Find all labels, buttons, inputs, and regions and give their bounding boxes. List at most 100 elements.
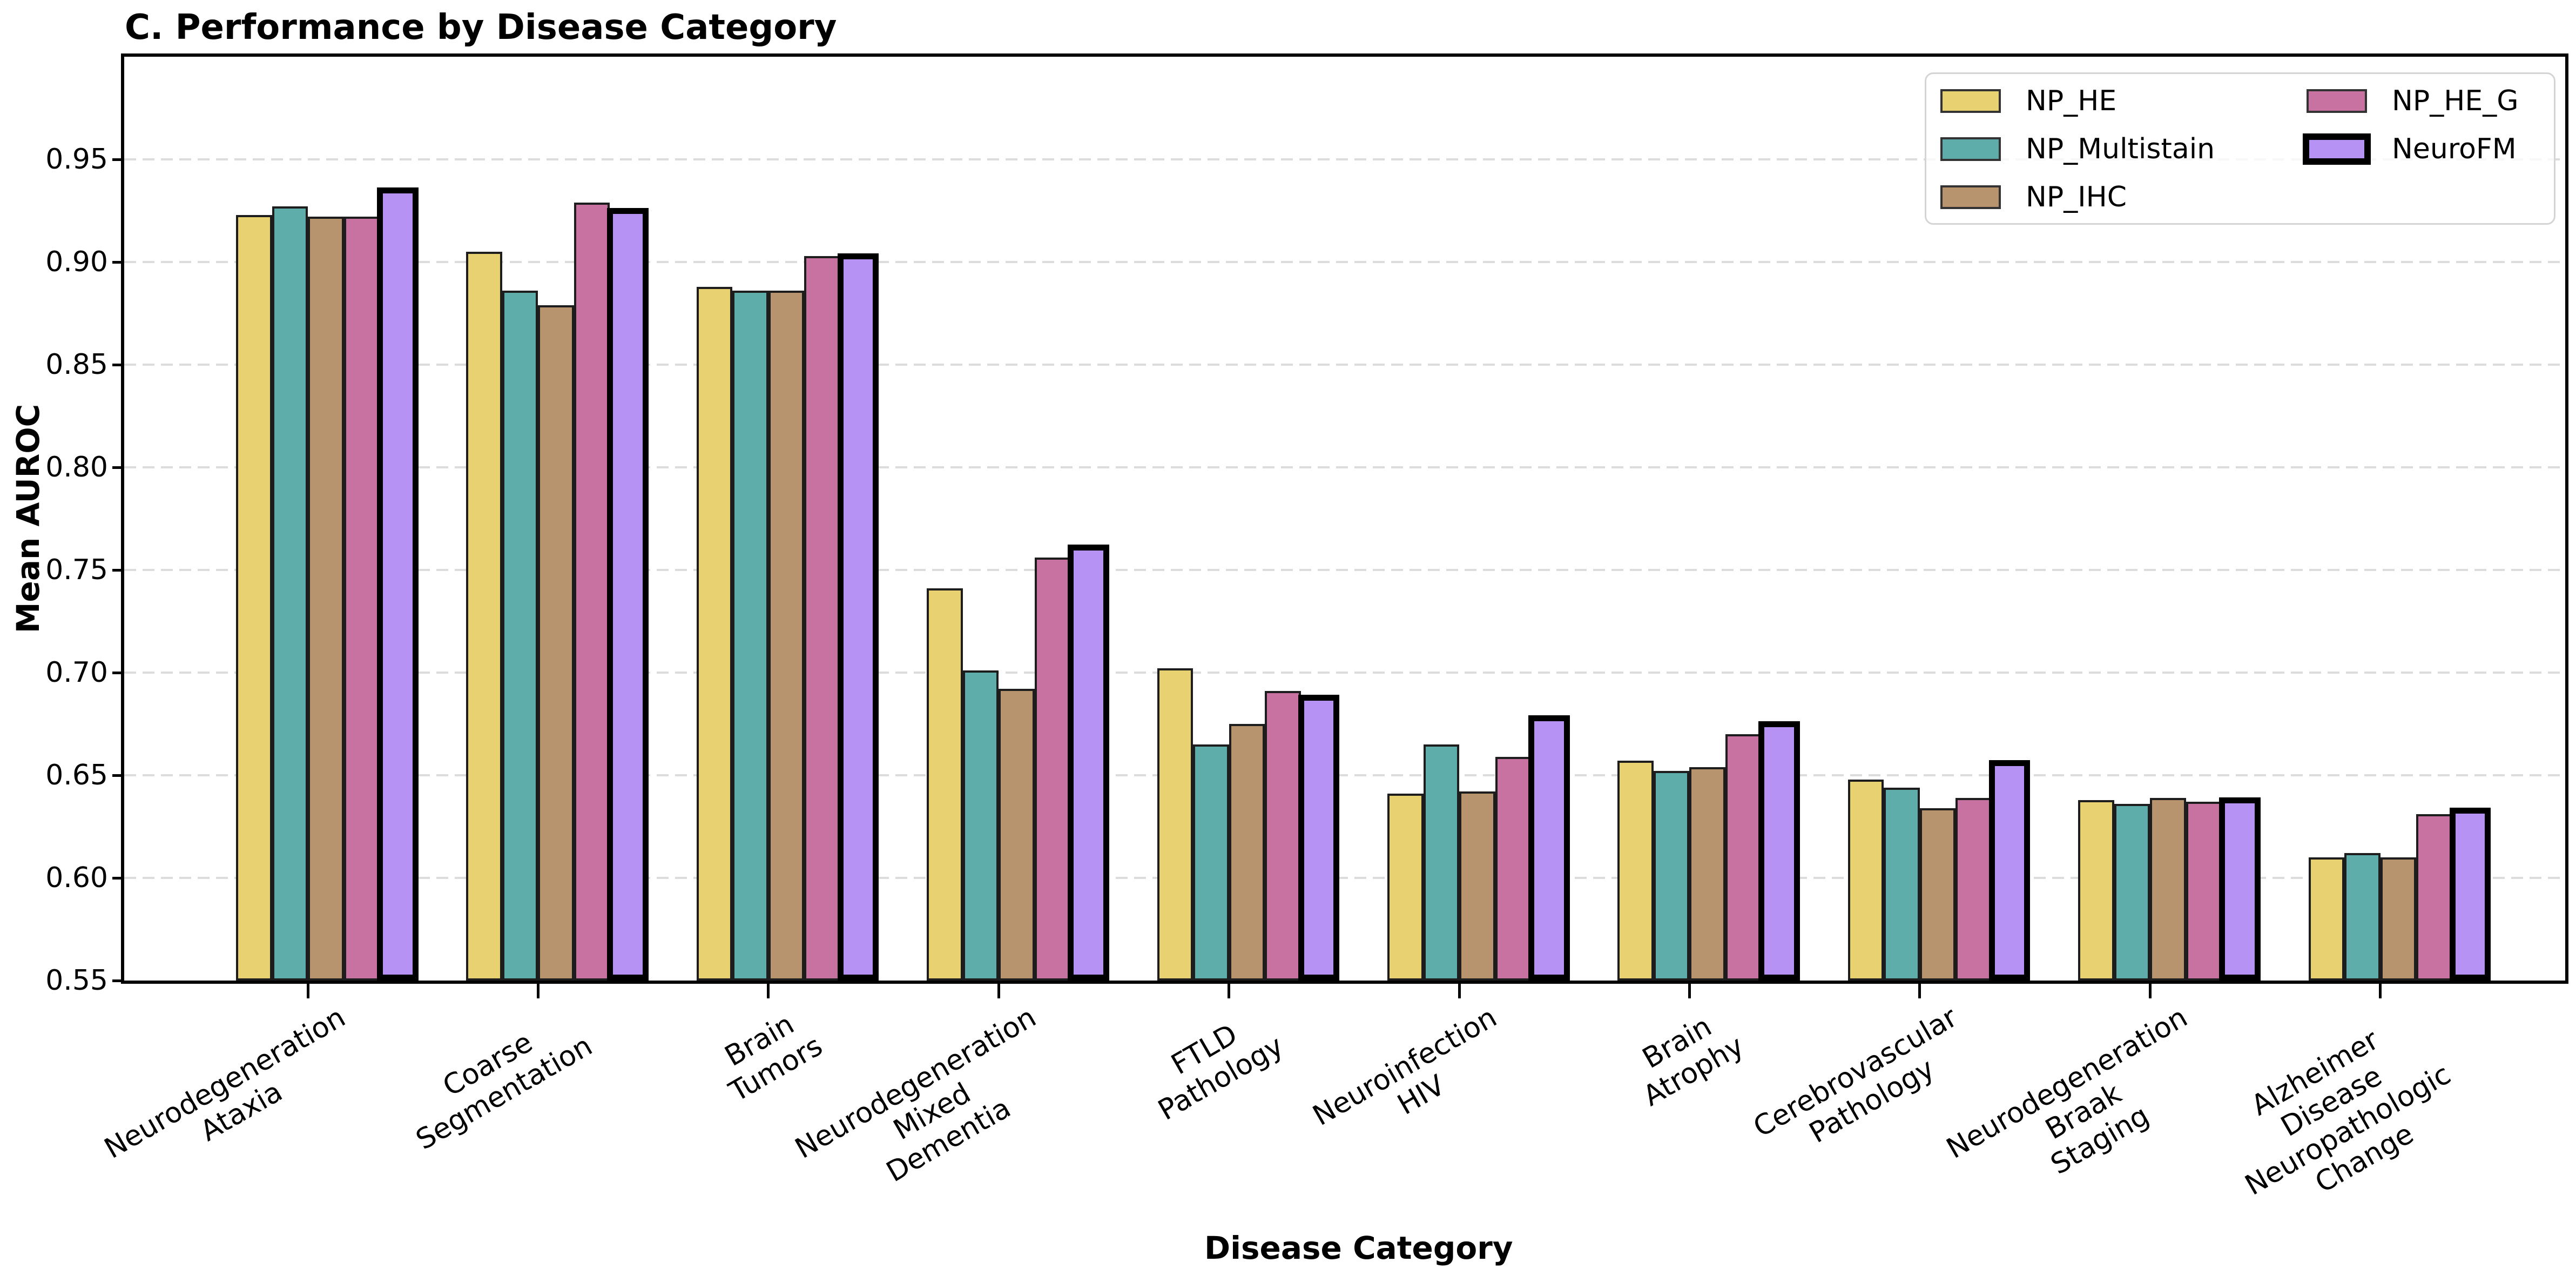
bar-NeuroFM-5 — [1528, 715, 1570, 981]
bar-NP_IHC-4 — [1229, 724, 1265, 981]
y-tick-label: 0.65 — [45, 759, 108, 791]
y-tick-label: 0.90 — [45, 246, 108, 278]
x-tick-mark — [1228, 982, 1231, 998]
grid-line — [124, 774, 2565, 776]
bar-NeuroFM-1 — [607, 208, 649, 981]
bar-NP_HE-8 — [2078, 800, 2114, 981]
bar-NP_HE-2 — [696, 286, 733, 981]
bar-NP_HE_G-9 — [2416, 814, 2452, 981]
y-tick-mark — [112, 774, 124, 777]
bar-NP_HE_G-3 — [1034, 558, 1071, 981]
legend-swatch-NP_IHC — [1940, 185, 2001, 209]
bar-NP_HE_G-8 — [2186, 802, 2222, 981]
bar-NeuroFM-2 — [837, 253, 879, 981]
x-tick-mark — [1458, 982, 1461, 998]
bar-NP_HE-9 — [2308, 857, 2345, 981]
legend-swatch-NP_Multistain — [1940, 137, 2001, 161]
x-tick-label: Brain Tumors — [719, 1008, 828, 1109]
y-tick-mark — [112, 979, 124, 982]
bar-NP_Multistain-3 — [962, 670, 999, 981]
grid-line — [124, 672, 2565, 674]
x-tick-mark — [767, 982, 770, 998]
x-tick-mark — [2379, 982, 2382, 998]
x-tick-label: Neurodegeneration Braak Staging — [1941, 1001, 2194, 1182]
x-tick-label: Alzheimer Disease Neuropathologic Change — [2240, 1023, 2457, 1202]
bar-NP_HE-4 — [1157, 668, 1193, 981]
bar-NP_IHC-7 — [1919, 808, 1956, 981]
y-tick-mark — [112, 158, 124, 161]
y-tick-label: 0.70 — [45, 656, 108, 689]
bar-NP_Multistain-9 — [2344, 853, 2381, 981]
bar-NP_IHC-2 — [768, 291, 805, 981]
x-tick-label: Neurodegeneration Mixed Dementia — [790, 1001, 1042, 1189]
bar-NP_IHC-0 — [308, 217, 344, 981]
bar-NP_HE-6 — [1617, 761, 1654, 981]
grid-line — [124, 466, 2565, 468]
y-tick-mark — [112, 568, 124, 572]
plot-frame — [121, 53, 2568, 984]
bar-NP_HE-7 — [1847, 779, 1884, 981]
bar-NeuroFM-4 — [1298, 694, 1340, 981]
bar-NP_Multistain-5 — [1423, 744, 1459, 981]
x-tick-mark — [536, 982, 540, 998]
legend-swatch-NP_HE_G — [2307, 89, 2367, 113]
y-tick-mark — [112, 363, 124, 366]
bar-NeuroFM-9 — [2449, 807, 2491, 981]
grid-line — [124, 569, 2565, 571]
legend-label-NP_HE: NP_HE — [2026, 85, 2117, 117]
x-tick-mark — [1688, 982, 1691, 998]
bar-NP_Multistain-0 — [272, 206, 308, 981]
x-tick-label: Brain Atrophy — [1637, 1010, 1749, 1113]
bar-NeuroFM-8 — [2219, 797, 2261, 981]
legend-swatch-NP_HE — [1940, 89, 2001, 113]
x-tick-mark — [2148, 982, 2152, 998]
x-tick-label: Neurodegeneration Ataxia — [99, 1001, 351, 1165]
x-tick-label: FTLD Pathology — [1152, 1018, 1289, 1127]
x-tick-mark — [1918, 982, 1921, 998]
bar-NP_Multistain-6 — [1653, 771, 1690, 981]
y-tick-mark — [112, 671, 124, 674]
bar-NP_IHC-3 — [999, 689, 1035, 981]
x-tick-mark — [997, 982, 1000, 998]
bar-NeuroFM-3 — [1068, 545, 1109, 981]
y-tick-label: 0.75 — [45, 554, 108, 586]
bar-NeuroFM-6 — [1758, 721, 1800, 981]
bar-NP_HE-1 — [466, 252, 502, 981]
y-tick-mark — [112, 876, 124, 880]
bar-NP_HE_G-7 — [1955, 797, 1992, 981]
x-tick-label: Cerebrovascular Pathology — [1748, 1001, 1963, 1150]
chart-title: C. Performance by Disease Category — [125, 8, 837, 48]
x-tick-label: Neuroinfection HIV — [1307, 1001, 1502, 1132]
bar-NP_HE_G-1 — [574, 202, 610, 981]
y-tick-label: 0.55 — [45, 964, 108, 997]
legend-label-NeuroFM: NeuroFM — [2392, 133, 2517, 165]
bar-NeuroFM-0 — [377, 187, 419, 981]
bar-NeuroFM-7 — [1988, 760, 2031, 981]
bar-NP_IHC-6 — [1689, 767, 1725, 981]
y-tick-label: 0.95 — [45, 143, 108, 176]
legend-label-NP_IHC: NP_IHC — [2026, 181, 2127, 213]
y-tick-label: 0.60 — [45, 862, 108, 894]
legend: NP_HE NP_Multistain NP_IHC NP_HE_G NeuroFM — [1925, 72, 2555, 225]
grid-line — [124, 877, 2565, 879]
y-tick-label: 0.80 — [45, 451, 108, 484]
legend-label-NP_Multistain: NP_Multistain — [2026, 133, 2215, 165]
bar-NP_Multistain-8 — [2114, 804, 2150, 981]
grid-line — [124, 364, 2565, 366]
x-axis-label: Disease Category — [1204, 1230, 1513, 1266]
bar-NP_HE-3 — [927, 588, 963, 981]
bar-NP_HE-5 — [1387, 794, 1424, 981]
y-tick-label: 0.85 — [45, 348, 108, 381]
bar-NP_IHC-5 — [1459, 791, 1495, 981]
bar-NP_HE-0 — [236, 214, 272, 981]
bar-NP_Multistain-4 — [1193, 744, 1229, 981]
bar-NP_IHC-1 — [538, 305, 574, 981]
x-tick-mark — [306, 982, 309, 998]
y-tick-mark — [112, 466, 124, 469]
bar-NP_IHC-9 — [2380, 857, 2417, 981]
grid-line — [124, 261, 2565, 263]
